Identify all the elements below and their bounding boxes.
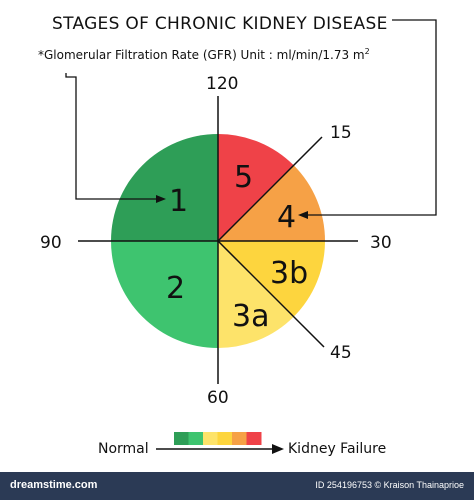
stage-4-label: 4 (277, 200, 296, 235)
stage-5-label: 5 (234, 160, 253, 195)
stage-2-label: 2 (166, 271, 185, 306)
footer-brand: dreamstime.com (10, 479, 98, 491)
stage-1-label: 1 (169, 184, 188, 219)
legend-kidney-failure-label: Kidney Failure (288, 441, 386, 457)
diagram-title: STAGES OF CHRONIC KIDNEY DISEASE (52, 14, 388, 34)
legend-swatch (217, 432, 233, 445)
upper-right-divider-line (217, 136, 323, 242)
legend-swatch (174, 432, 189, 445)
tick-label-upper-right: 15 (330, 123, 352, 143)
legend-swatch (232, 432, 247, 445)
tick-label-top: 120 (206, 74, 238, 94)
legend-normal-label: Normal (98, 441, 149, 457)
stage-3b-slice (218, 241, 326, 317)
stage-3a-label: 3a (232, 299, 269, 334)
tick-label-bottom: 60 (207, 388, 229, 408)
lower-right-divider-line (217, 240, 325, 348)
legend-swatch (188, 432, 204, 445)
legend-swatch (203, 432, 218, 445)
stage-3b-label: 3b (270, 256, 308, 291)
stage-1-arrowhead (156, 195, 166, 203)
tick-label-lower-right: 45 (330, 343, 352, 363)
stage-4-callout-line (308, 19, 437, 216)
tick-label-right: 30 (370, 233, 392, 253)
legend-arrowhead (272, 444, 284, 454)
stage-5-slice (218, 133, 294, 241)
footer-image-id: ID 254196753 © Kraison Thainaprioe (315, 480, 464, 490)
axis-lines (78, 96, 358, 384)
footer-bar: dreamstime.com ID 254196753 © Kraison Th… (0, 472, 474, 500)
tick-label-left: 90 (40, 233, 62, 253)
callout-connectors (65, 19, 437, 216)
unit-superscript: 2 (365, 47, 370, 56)
stage-4-arrowhead (298, 211, 308, 219)
stage-3a-slice (218, 241, 294, 348)
stage-2-slice (111, 241, 218, 348)
legend-color-scale (174, 432, 262, 445)
stage-1-callout-line (65, 73, 158, 200)
ckd-stages-diagram: STAGES OF CHRONIC KIDNEY DISEASE *Glomer… (38, 14, 437, 457)
stage-4-slice (218, 165, 326, 241)
stage-1-slice (111, 134, 218, 241)
stage-wheel (111, 133, 326, 348)
gfr-unit-note: *Glomerular Filtration Rate (GFR) Unit :… (38, 47, 370, 62)
legend-swatch (246, 432, 262, 445)
